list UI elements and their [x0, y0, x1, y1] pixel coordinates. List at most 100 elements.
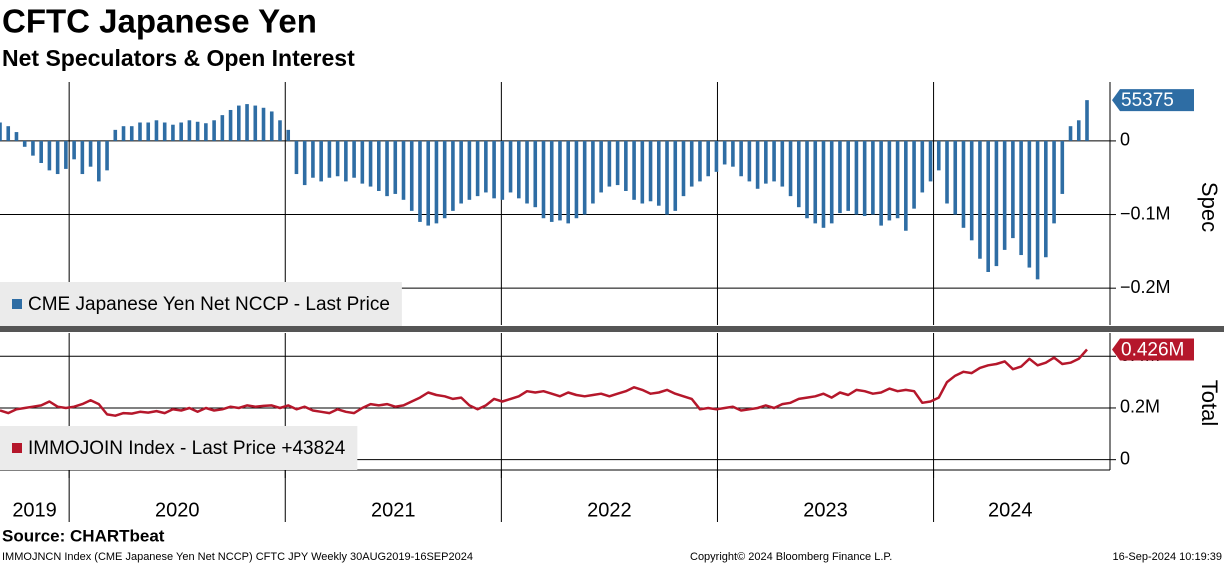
- bar: [129, 126, 134, 141]
- bar: [632, 140, 636, 200]
- bar: [484, 140, 488, 193]
- bar: [220, 115, 225, 141]
- bar: [961, 140, 966, 228]
- bar: [508, 140, 513, 193]
- source: Source: CHARTbeat: [2, 526, 165, 545]
- bar: [574, 140, 579, 219]
- bar: [492, 140, 496, 199]
- bar: [945, 140, 949, 204]
- bar: [368, 140, 373, 187]
- bar: [0, 122, 2, 141]
- x-tick-label: 2019: [12, 499, 57, 521]
- bar: [558, 140, 562, 221]
- bar: [846, 140, 850, 211]
- bar: [1019, 140, 1023, 256]
- bar: [97, 140, 101, 182]
- bar: [805, 140, 809, 219]
- bar: [1027, 140, 1032, 268]
- bar: [624, 140, 628, 191]
- bar: [731, 140, 735, 167]
- bar: [698, 140, 702, 182]
- bar: [582, 140, 587, 215]
- bar: [599, 140, 603, 193]
- bar: [344, 140, 348, 182]
- bar: [138, 122, 142, 141]
- x-tick-label: 2022: [587, 499, 632, 521]
- bar: [286, 129, 291, 141]
- bar: [302, 140, 307, 186]
- value-tag: [1112, 89, 1194, 112]
- bar: [1060, 140, 1065, 194]
- bar: [986, 140, 990, 272]
- bar: [467, 140, 472, 200]
- bar: [228, 109, 233, 141]
- value-tag-label: 0.426M: [1121, 340, 1184, 361]
- bar: [673, 140, 678, 211]
- bar: [105, 140, 109, 171]
- bar: [796, 140, 801, 208]
- bar: [47, 140, 52, 171]
- bar: [39, 140, 43, 163]
- bar: [195, 121, 200, 141]
- bar: [1044, 140, 1048, 258]
- bar: [879, 140, 883, 226]
- legend-label: CME Japanese Yen Net NCCP - Last Price: [28, 294, 390, 315]
- bar: [434, 140, 439, 224]
- bar: [566, 140, 571, 224]
- line: [0, 348, 1088, 417]
- bar: [360, 140, 365, 184]
- bar: [269, 111, 274, 141]
- bar: [1085, 100, 1089, 141]
- bar: [113, 129, 118, 141]
- bar: [689, 140, 694, 187]
- panel-separator: [0, 326, 1224, 332]
- timestamp: 16-Sep-2024 10:19:39: [1113, 551, 1222, 563]
- x-tick-label: 2020: [155, 499, 200, 521]
- bar: [615, 140, 620, 186]
- legend-swatch: [12, 443, 22, 453]
- bar: [442, 140, 447, 219]
- bar: [1011, 140, 1015, 239]
- bar: [253, 105, 258, 141]
- bar: [459, 140, 463, 204]
- bar: [591, 140, 595, 204]
- bar: [72, 140, 76, 160]
- x-tick-label: 2023: [803, 499, 848, 521]
- bar: [171, 124, 175, 141]
- bar: [656, 140, 661, 206]
- bar: [681, 140, 686, 197]
- y-tick-label: 0: [1120, 130, 1130, 150]
- bar: [854, 140, 859, 215]
- bar: [1052, 140, 1056, 224]
- bar: [978, 140, 982, 259]
- bar: [22, 140, 27, 147]
- bar: [179, 122, 183, 141]
- bar: [261, 107, 266, 141]
- bar: [294, 140, 299, 175]
- bar: [755, 140, 760, 189]
- bar: [920, 140, 925, 193]
- bar: [212, 120, 216, 141]
- bar: [1068, 126, 1073, 141]
- bar: [788, 140, 793, 197]
- value-tag-label: 55375: [1121, 90, 1174, 111]
- bar: [936, 140, 941, 171]
- bar: [969, 140, 974, 241]
- legend-box: [0, 426, 358, 470]
- bar: [895, 140, 900, 219]
- bar: [14, 132, 19, 141]
- footer-description: IMMOJNCN Index (CME Japanese Yen Net NCC…: [2, 551, 473, 563]
- bar: [377, 140, 381, 191]
- bar: [121, 126, 126, 141]
- bar: [821, 140, 826, 228]
- bar: [764, 140, 768, 184]
- bar: [1076, 120, 1081, 141]
- bar: [714, 140, 719, 172]
- bar: [352, 140, 356, 178]
- axis-label: Spec: [1197, 182, 1222, 232]
- legend: CME Japanese Yen Net NCCP - Last Price: [0, 282, 402, 326]
- bar: [928, 140, 933, 182]
- bar: [80, 140, 85, 175]
- bar: [525, 140, 529, 204]
